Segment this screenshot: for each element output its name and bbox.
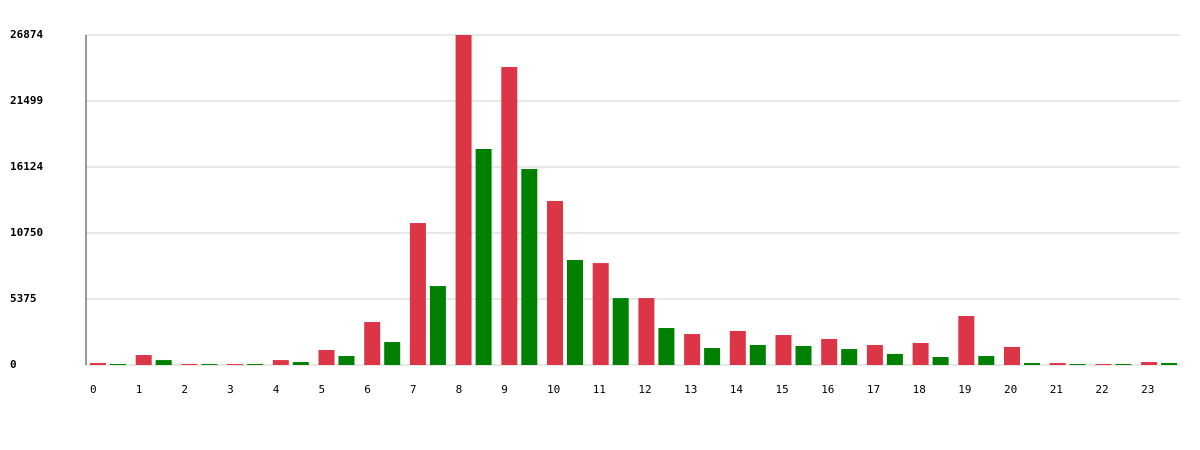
bar [1161, 363, 1178, 365]
x-tick-label: 9 [501, 383, 508, 396]
bar [318, 350, 335, 365]
bar [272, 360, 289, 365]
bar [135, 355, 152, 365]
x-tick-label: 18 [913, 383, 926, 396]
bar [958, 316, 975, 365]
x-tick-label: 1 [136, 383, 143, 396]
x-tick-label: 5 [319, 383, 326, 396]
bar [592, 263, 609, 365]
bar [384, 342, 401, 365]
bar [1004, 346, 1020, 365]
x-tick-label: 23 [1141, 383, 1154, 396]
bar [409, 223, 426, 365]
bar [932, 357, 949, 365]
bar [475, 149, 492, 365]
bar [247, 364, 264, 365]
y-tick-label: 16124 [10, 160, 43, 173]
x-tick-label: 16 [821, 383, 834, 396]
bar [684, 334, 701, 365]
bar [912, 343, 929, 365]
x-tick-label: 14 [730, 383, 744, 396]
bar [729, 330, 746, 365]
bar [521, 169, 538, 365]
x-tick-label: 6 [364, 383, 371, 396]
bar [841, 349, 858, 365]
bar [1141, 362, 1158, 365]
x-tick-label: 10 [547, 383, 560, 396]
y-tick-label: 10750 [10, 226, 43, 239]
bar [886, 353, 903, 365]
x-tick-label: 13 [684, 383, 697, 396]
bar [658, 328, 675, 365]
bar [90, 363, 106, 365]
bar [155, 360, 172, 365]
x-tick-label: 12 [638, 383, 651, 396]
x-tick-label: 0 [90, 383, 97, 396]
bar [1095, 364, 1112, 365]
bar [429, 286, 446, 365]
bar [292, 362, 309, 365]
bar [227, 364, 244, 365]
bar [364, 322, 381, 365]
bar [567, 260, 583, 365]
x-tick-label: 7 [410, 383, 417, 396]
bar [110, 364, 126, 365]
bar [201, 364, 218, 365]
bar [1024, 363, 1040, 365]
bar [181, 364, 198, 365]
bar [775, 335, 792, 365]
x-tick-label: 20 [1004, 383, 1017, 396]
bar [749, 344, 766, 365]
x-tick-label: 21 [1050, 383, 1063, 396]
x-tick-label: 8 [456, 383, 463, 396]
bar [501, 66, 518, 365]
y-tick-label: 5375 [10, 292, 37, 305]
bar [795, 345, 812, 365]
bar [547, 200, 563, 365]
x-tick-label: 17 [867, 383, 880, 396]
x-tick-label: 11 [593, 383, 606, 396]
x-tick-label: 19 [958, 383, 971, 396]
bar [1115, 364, 1132, 365]
bar [704, 348, 721, 365]
bar [1049, 363, 1066, 365]
bar [1069, 364, 1086, 365]
bar [612, 298, 629, 365]
x-tick-label: 2 [181, 383, 188, 396]
x-tick-label: 3 [227, 383, 234, 396]
y-tick-label: 21499 [10, 94, 43, 107]
y-tick-label: 0 [10, 358, 17, 371]
y-tick-label: 26874 [10, 28, 43, 41]
bar [455, 35, 472, 365]
bar [338, 356, 355, 365]
x-tick-label: 4 [273, 383, 280, 396]
bar [821, 338, 838, 365]
bar [866, 344, 883, 365]
x-tick-label: 22 [1095, 383, 1108, 396]
bar [978, 356, 995, 365]
bar [638, 298, 655, 365]
x-tick-label: 15 [776, 383, 789, 396]
